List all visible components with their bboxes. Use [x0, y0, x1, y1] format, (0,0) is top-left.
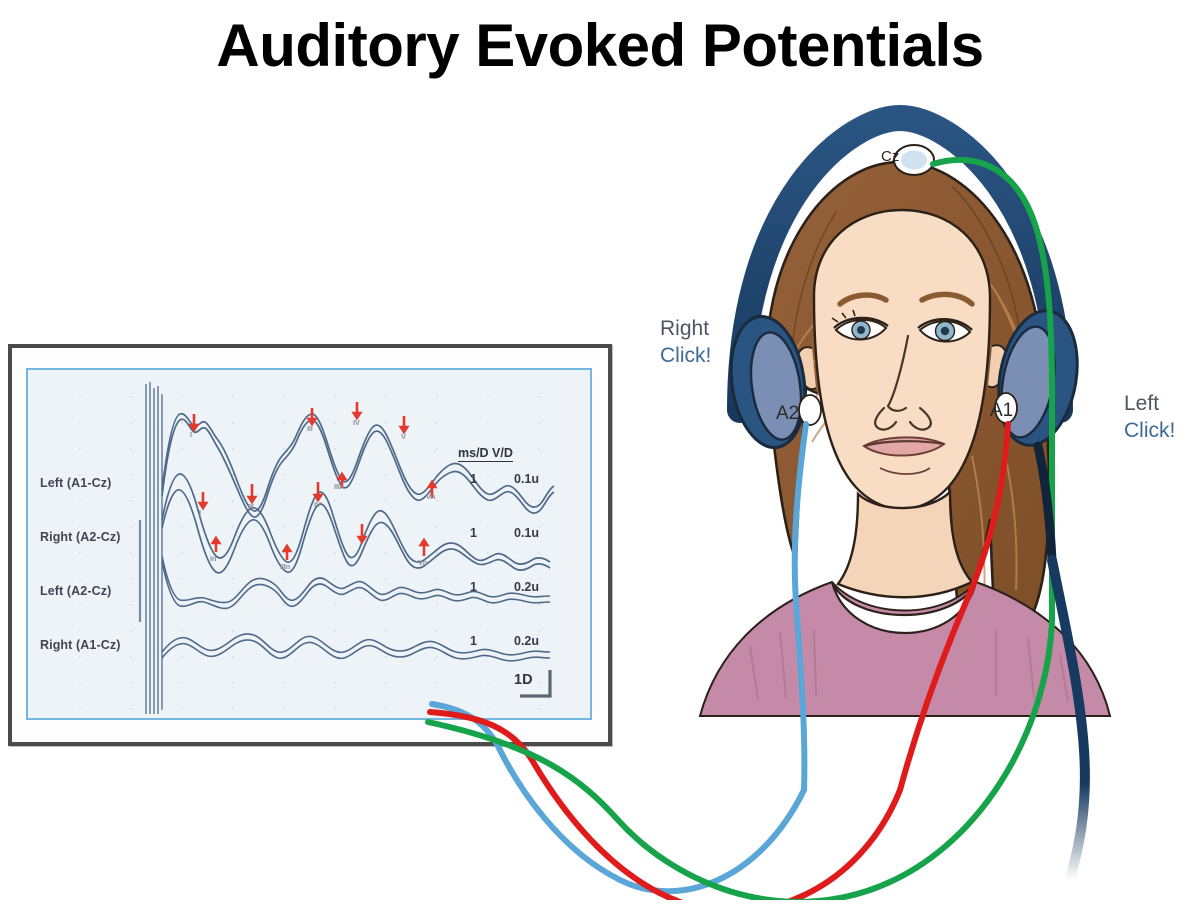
ms-per-div-0: 1 — [470, 472, 477, 486]
stimulus-artifact — [138, 382, 163, 714]
ms-per-div-3: 1 — [470, 634, 477, 648]
trace-left-a2-cz — [161, 555, 551, 610]
scale-marker-label: 1D — [514, 672, 533, 688]
peak-label-t1-Vn: Vn — [426, 492, 436, 501]
peak-label-t2-III: III — [248, 502, 254, 511]
channel-label-3: Right (A1-Cz) — [40, 638, 121, 652]
waveform-plot — [28, 370, 590, 718]
patient-svg — [698, 104, 1112, 885]
electrode-label-cz: Cz — [881, 148, 900, 165]
nose-and-mouth — [874, 334, 932, 431]
peak-label-t1-III: III — [307, 424, 313, 433]
v-per-div-2: 0.2u — [514, 580, 540, 594]
v-per-div-1: 0.1u — [514, 526, 540, 540]
peak-label-t2-IIIn: IIIn — [280, 562, 291, 571]
ms-per-div-1: 1 — [470, 526, 477, 540]
eyebrows — [837, 291, 975, 307]
headphone-jack-stub — [1033, 441, 1057, 565]
cue-left-click: Left Click! — [1124, 390, 1175, 445]
peak-label-t1-V: V — [401, 432, 406, 441]
recording-device-panel: Left (A1-Cz) Right (A2-Cz) Left (A2-Cz) … — [8, 344, 612, 746]
electrode-cz — [893, 144, 935, 176]
peak-label-t1-IV: IV — [353, 418, 360, 427]
peak-markers-trace2 — [197, 482, 430, 560]
grid-dots — [50, 378, 580, 714]
cue-right-line2: Click! — [660, 344, 712, 368]
lips — [862, 436, 946, 475]
scale-marker: 1D — [514, 668, 568, 702]
peak-markers-trace1 — [188, 402, 438, 498]
cue-left-line2: Click! — [1124, 419, 1176, 443]
channel-label-2: Left (A2-Cz) — [40, 584, 112, 598]
electrode-label-a1: A1 — [990, 400, 1014, 421]
peak-label-t1-IIIn: IIIn — [334, 482, 345, 491]
channel-label-1: Right (A2-Cz) — [40, 530, 121, 544]
peak-label-t2-In: In — [210, 554, 217, 563]
electrode-label-a2: A2 — [776, 403, 800, 424]
v-per-div-0: 0.1u — [514, 472, 540, 486]
eyes — [831, 309, 973, 343]
peak-label-t2-I: I — [199, 508, 201, 517]
trace-right-a2-cz — [161, 473, 551, 574]
trace-left-a1-cz — [161, 413, 555, 518]
headphone-earcup-right — [729, 314, 807, 450]
channel-label-0: Left (A1-Cz) — [40, 476, 112, 490]
electrode-a2 — [798, 394, 822, 426]
headphone-cable — [1047, 555, 1090, 885]
peak-label-t2-IV: IV — [314, 500, 321, 509]
peak-label-t2-Vn: Vn — [418, 558, 428, 567]
value-column-header: ms/D V/D — [458, 446, 513, 462]
eeg-chart: Left (A1-Cz) Right (A2-Cz) Left (A2-Cz) … — [26, 368, 592, 720]
cue-right-click: Right Click! — [660, 315, 711, 370]
cue-right-line1: Right — [660, 317, 710, 340]
v-per-div-3: 0.2u — [514, 634, 540, 648]
page-title: Auditory Evoked Potentials — [216, 12, 984, 79]
cue-left-line1: Left — [1124, 392, 1160, 415]
ms-per-div-2: 1 — [470, 580, 477, 594]
patient-illustration: Right Click! Left Click! A2 A1 Cz — [425, 90, 1200, 900]
peak-label-t1-I: I — [190, 430, 192, 439]
